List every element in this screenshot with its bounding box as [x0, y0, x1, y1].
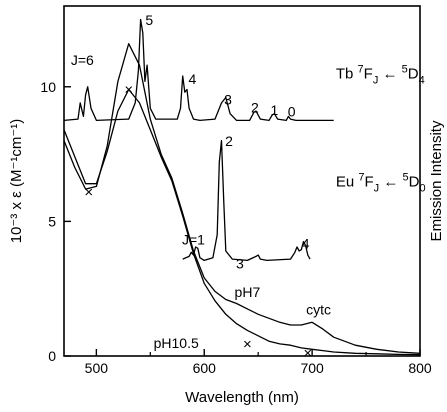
y2-axis-label: Emission Intensity: [428, 120, 445, 241]
annotation-label: J=6: [71, 52, 94, 68]
y-tick-label: 0: [48, 348, 56, 364]
annotation-label: 4: [188, 71, 196, 87]
transition-label-eu: Eu 7FJ ← 5D0: [336, 171, 426, 194]
annotation-label: 2: [251, 99, 259, 115]
series-ph7-line: [63, 43, 421, 354]
x-tick-label: 800: [408, 360, 432, 376]
plot-frame: [63, 5, 421, 357]
cross-marker: ×: [84, 184, 93, 201]
x-tick-label: 700: [300, 360, 324, 376]
annotation-label: 1: [270, 102, 278, 118]
annotation-label: 4: [302, 235, 310, 251]
cross-markers: × × × ×: [84, 81, 312, 361]
annotation-label: pH7: [235, 284, 261, 300]
annotation-label: 5: [145, 12, 153, 28]
y-tick-label: 10: [40, 79, 56, 95]
series-eu-line: [182, 139, 311, 262]
annotation-label: 2: [225, 133, 233, 149]
x-tick-label: 500: [85, 360, 109, 376]
x-axis-label: Wavelength (nm): [185, 389, 299, 406]
x-tick-label: 600: [193, 360, 217, 376]
annotation-label: pH10.5: [154, 335, 199, 351]
annotation-label: 3: [224, 91, 232, 107]
annotation-label: 3: [236, 256, 244, 272]
cross-marker: ×: [124, 81, 133, 98]
series-ph10-5-line: [63, 88, 421, 356]
y-axis-label: 10⁻³ x ε (M⁻¹cm⁻¹): [8, 119, 25, 244]
transition-labels: Tb 7FJ ← 5D4 Eu 7FJ ← 5D0: [336, 64, 426, 195]
curves: [63, 18, 421, 356]
transition-label-tb: Tb 7FJ ← 5D4: [336, 64, 425, 87]
y-tick-label: 5: [48, 213, 56, 229]
annotation-label: 0: [288, 103, 296, 119]
annotation-label: cytc: [306, 301, 331, 317]
annotation-label: J=1: [182, 231, 205, 247]
cross-marker: ×: [303, 345, 312, 362]
cross-marker: ×: [243, 336, 252, 353]
series-tb-line: [63, 18, 334, 122]
